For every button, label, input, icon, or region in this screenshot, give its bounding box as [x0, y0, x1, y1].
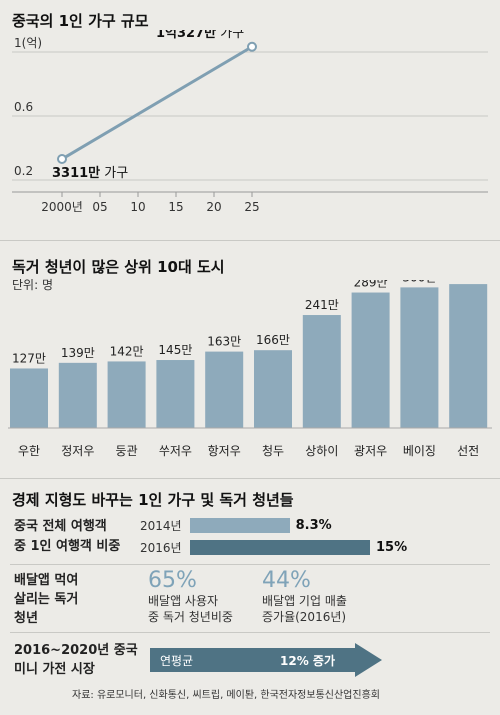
bar-value-label: 127만	[12, 351, 46, 365]
bar	[400, 287, 439, 428]
category-label: 쑤저우	[159, 444, 192, 458]
category-label: 광저우	[354, 444, 387, 458]
section-divider	[0, 478, 500, 479]
travel-bar	[190, 539, 370, 555]
row-divider	[10, 564, 490, 565]
category-label: 정저우	[61, 444, 94, 458]
arrow-left-text: 연평균	[160, 654, 193, 668]
bar-value-label: 300만	[402, 280, 436, 284]
travel-bar	[190, 517, 290, 533]
bar	[302, 315, 341, 428]
x-tick-label: 25	[244, 200, 259, 214]
arrow-right-text: 12% 증가	[280, 653, 335, 668]
section-divider	[0, 240, 500, 241]
travel-value-label: 15%	[376, 539, 408, 555]
category-label: 우한	[18, 444, 40, 458]
line-chart: 1(억) 0.6 0.2 2000년 05 10 15 20 25 1억327만 가구 3311만 …	[12, 30, 488, 214]
category-label: 청두	[262, 444, 284, 458]
x-tick-label: 10	[130, 200, 145, 214]
appliance-label-line2: 미니 가전 시장	[14, 662, 95, 677]
category-label: 베이징	[403, 444, 436, 458]
delivery-stat-1: 65% 배달앱 사용자 중 독거 청년비중	[148, 568, 233, 625]
x-tick-label: 15	[168, 200, 183, 214]
series-line	[61, 45, 253, 161]
category-label: 상하이	[305, 444, 338, 458]
source-note: 자료: 유로모니터, 신화통신, 씨트립, 메이퇀, 한국전자정보통신산업진흥회	[72, 690, 380, 701]
delivery-stat-1-line1: 배달앱 사용자	[148, 594, 219, 608]
travel-bar-row: 2014년 8.3%	[140, 516, 332, 534]
end-annotation: 1억327만 가구	[156, 30, 244, 41]
delivery-stat-1-value: 65%	[148, 568, 197, 593]
bar	[156, 360, 195, 428]
bar-value-label: 142만	[110, 344, 144, 358]
bar-value-label: 139만	[61, 346, 95, 360]
delivery-stat-2: 44% 배달앱 기업 매출 증가율(2016년)	[262, 568, 347, 625]
travel-bars: 2014년 8.3% 2016년 15%	[140, 516, 495, 558]
delivery-label: 배달앱 먹여 살리는 독거 청년	[14, 571, 78, 628]
x-tick-label: 20	[206, 200, 221, 214]
data-point-end	[247, 41, 257, 52]
infographic-title: 경제 지형도 바꾸는 1인 가구 및 독거 청년들	[12, 491, 294, 509]
travel-label-line2: 중 1인 여행객 비중	[14, 539, 121, 554]
travel-value-label: 8.3%	[295, 517, 332, 533]
bar-value-label: 241만	[305, 298, 339, 312]
delivery-label-line2: 살리는 독거	[14, 592, 79, 607]
bar-chart-title: 독거 청년이 많은 상위 10대 도시	[12, 258, 225, 276]
category-label: 둥관	[116, 444, 138, 458]
appliance-label: 2016~2020년 중국 미니 가전 시장	[14, 641, 138, 679]
bar-value-label: 163만	[207, 335, 241, 349]
data-point-start	[57, 154, 67, 165]
bar-value-label: 289만	[354, 280, 388, 290]
bar-chart-unit: 단위: 명	[12, 278, 53, 292]
y-tick-label: 0.6	[14, 100, 33, 114]
delivery-label-line3: 청년	[14, 611, 38, 626]
bar-value-label: 307만	[451, 280, 485, 281]
travel-bar-row: 2016년 15%	[140, 538, 407, 556]
line-chart-title: 중국의 1인 가구 규모	[12, 12, 149, 30]
travel-label: 중국 전체 여행객 중 1인 여행객 비중	[14, 517, 120, 557]
bar	[449, 284, 488, 428]
row-divider	[10, 632, 490, 633]
start-annotation: 3311만 가구	[52, 165, 128, 181]
appliance-arrow: 연평균 12% 증가	[150, 643, 382, 677]
x-tick-label: 2000년	[41, 200, 83, 214]
bar	[205, 351, 244, 428]
y-tick-label: 0.2	[14, 164, 33, 178]
delivery-stat-2-value: 44%	[262, 568, 311, 593]
y-tick-label: 1(억)	[14, 36, 42, 50]
travel-year: 2014년	[140, 518, 182, 533]
delivery-stat-1-line2: 중 독거 청년비중	[148, 610, 233, 624]
bar	[351, 292, 390, 428]
delivery-stat-2-line2: 증가율(2016년)	[262, 610, 347, 624]
bar	[107, 361, 146, 428]
delivery-label-line1: 배달앱 먹여	[14, 573, 79, 588]
bar	[10, 368, 48, 428]
travel-label-line1: 중국 전체 여행객	[14, 519, 107, 534]
category-label: 선전	[457, 444, 479, 458]
category-label: 항저우	[208, 444, 241, 458]
delivery-stat-2-line1: 배달앱 기업 매출	[262, 594, 347, 608]
bar-value-label: 166만	[256, 333, 290, 347]
arrow-shape	[150, 643, 382, 677]
appliance-label-line1: 2016~2020년 중국	[14, 643, 138, 658]
travel-year: 2016년	[140, 540, 182, 555]
bar-value-label: 145만	[158, 343, 192, 357]
bar	[254, 350, 292, 428]
bar	[58, 362, 97, 428]
x-tick-label: 05	[92, 200, 107, 214]
